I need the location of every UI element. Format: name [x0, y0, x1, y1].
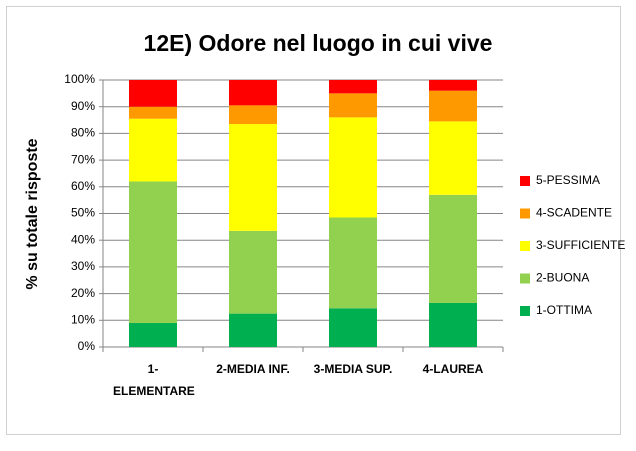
y-tick-label: 80%: [71, 126, 95, 140]
legend-label: 2-BUONA: [536, 271, 589, 285]
y-tick-label: 30%: [71, 259, 95, 273]
bar-segment: [329, 308, 377, 347]
legend-swatch: [520, 208, 530, 219]
chart-title: 12E) Odore nel luogo in cui vive: [144, 30, 493, 56]
legend-swatch: [520, 176, 530, 186]
bar-segment: [329, 80, 377, 94]
bar-segment: [429, 90, 477, 122]
bar-segment: [429, 194, 477, 303]
legend-label: 4-SCADENTE: [536, 206, 612, 220]
bar-segment: [329, 93, 377, 118]
y-tick-label: 60%: [71, 179, 95, 193]
x-tick-label: 3-MEDIA SUP.: [313, 362, 393, 376]
x-tick-label: 1-ELEMENTARE: [113, 362, 195, 398]
bar-segment: [129, 80, 177, 107]
legend-label: 3-SUFFICIENTE: [536, 238, 625, 252]
bar-segment: [429, 121, 477, 195]
y-tick-label: 90%: [71, 99, 95, 113]
legend-swatch: [520, 241, 530, 251]
bar-segment: [129, 106, 177, 119]
bar-segment: [329, 217, 377, 309]
y-tick-label: 10%: [71, 312, 95, 326]
chart-border: [6, 6, 621, 435]
bar-segment: [229, 313, 277, 347]
bar-segment: [229, 80, 277, 106]
bar-segment: [229, 230, 277, 314]
legend-label: 1-OTTIMA: [536, 303, 592, 317]
bar-segment: [129, 181, 177, 323]
bar-segment: [429, 80, 477, 91]
bar-segment: [129, 322, 177, 347]
y-tick-label: 40%: [71, 232, 95, 246]
y-tick-label: 50%: [71, 206, 95, 220]
bar-segment: [229, 105, 277, 125]
y-tick-label: 100%: [64, 72, 95, 86]
bar-segment: [429, 302, 477, 347]
bar-segment: [229, 124, 277, 231]
y-tick-label: 0%: [78, 339, 96, 353]
legend-label: 5-PESSIMA: [536, 173, 600, 187]
legend-swatch: [520, 273, 530, 284]
bar-segment: [129, 118, 177, 182]
y-tick-label: 70%: [71, 152, 95, 166]
y-axis-label: % su totale risposte: [24, 138, 41, 289]
legend-swatch: [520, 306, 530, 316]
bar-segment: [329, 117, 377, 218]
x-tick-label: 2-MEDIA INF.: [216, 362, 290, 376]
x-tick-label: 4-LAUREA: [422, 362, 484, 376]
y-tick-label: 20%: [71, 286, 95, 300]
